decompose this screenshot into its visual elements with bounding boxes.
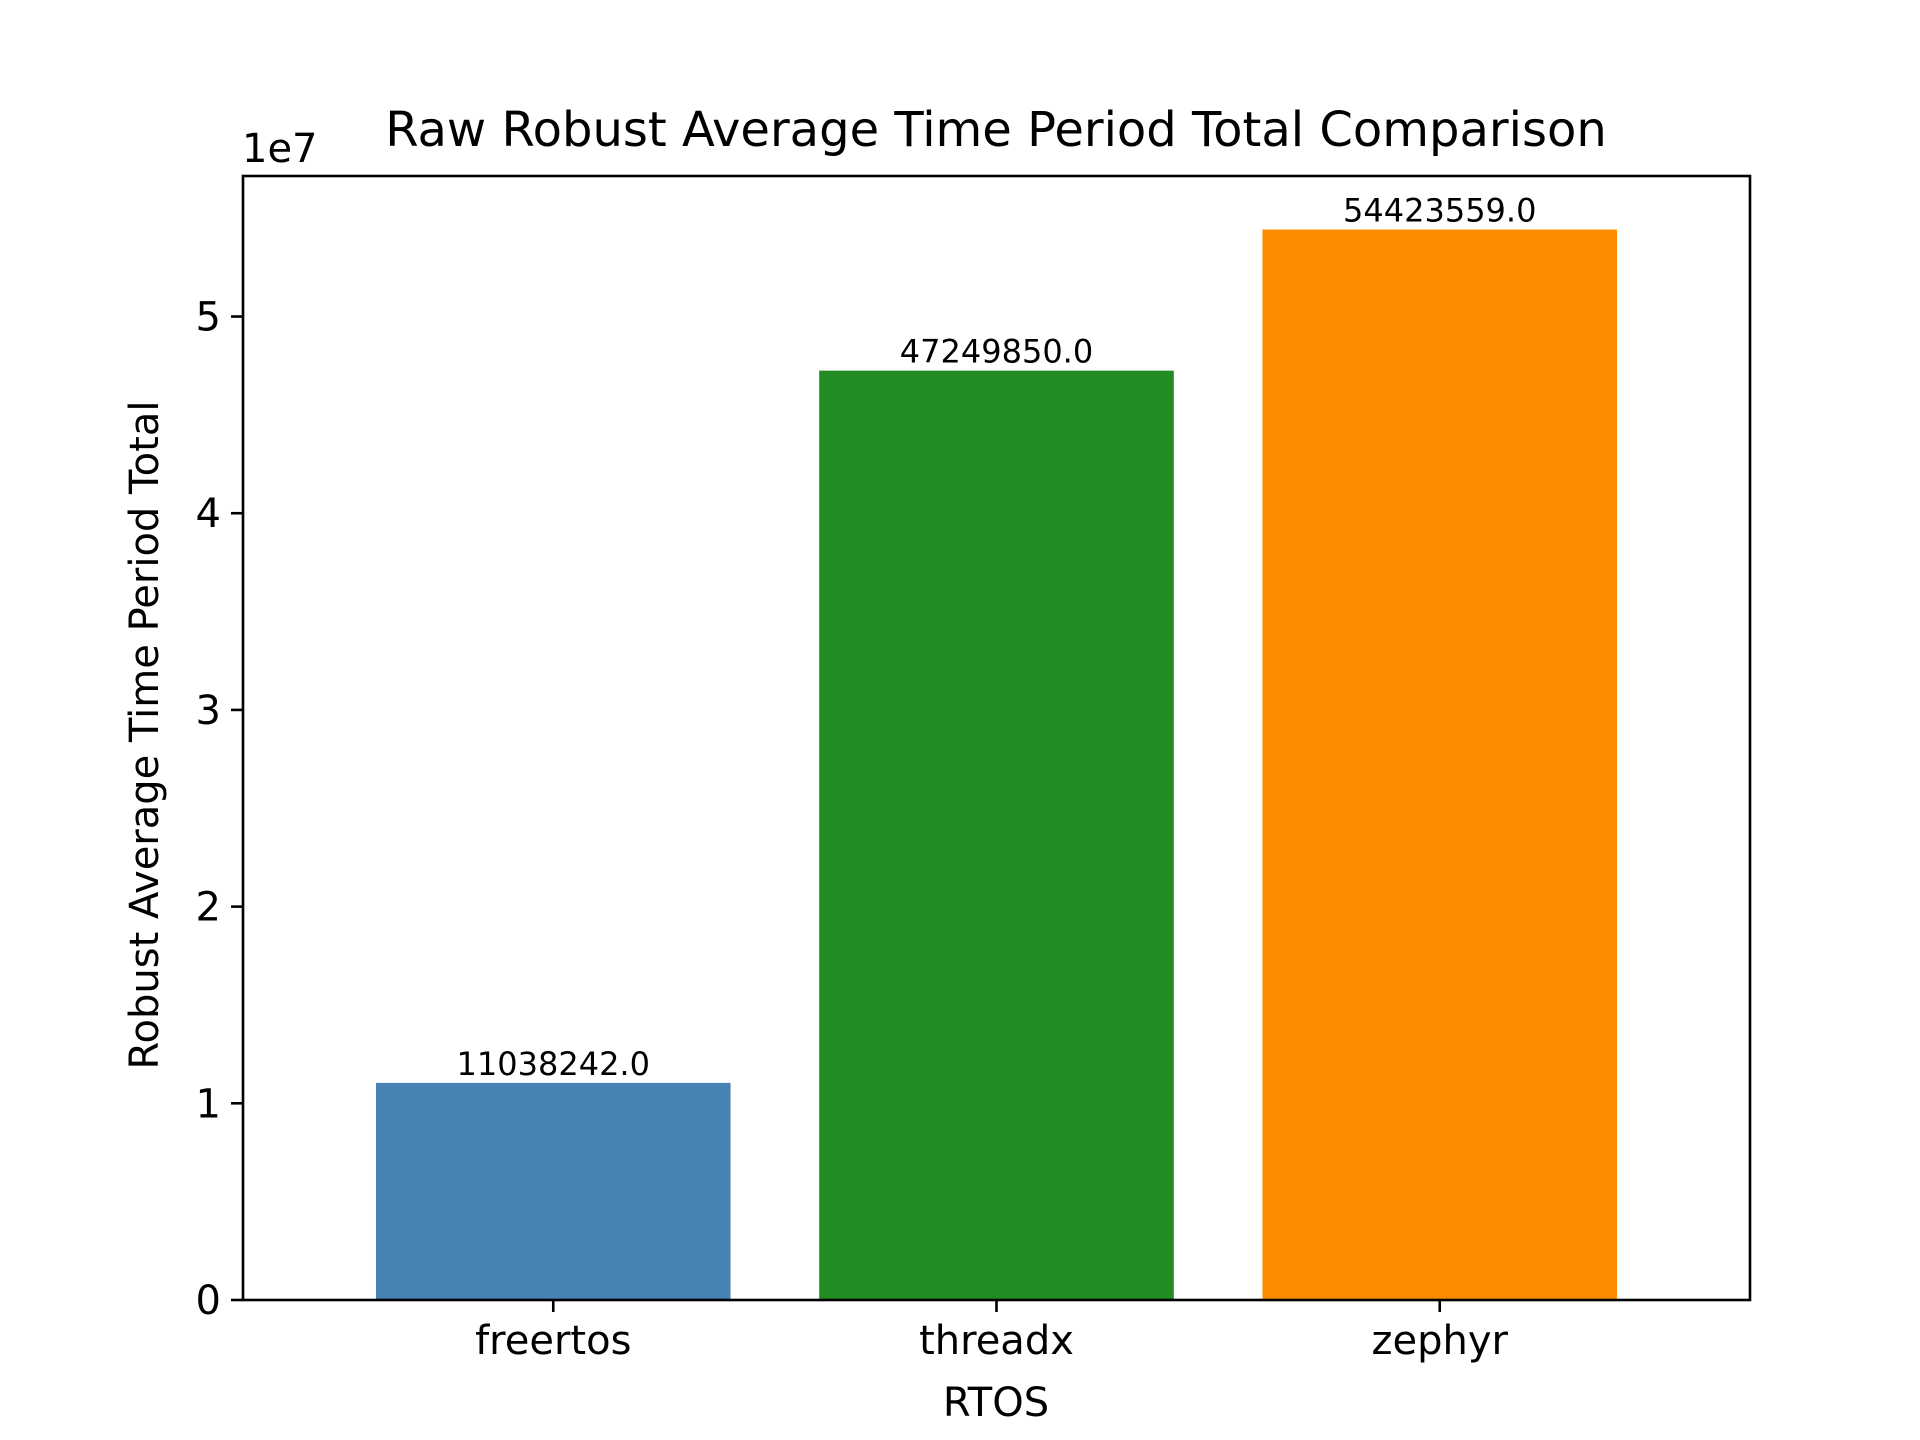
x-tick-label: threadx	[919, 1318, 1074, 1364]
y-tick-label: 3	[196, 688, 221, 734]
y-tick-label: 2	[196, 885, 221, 931]
bar-threadx	[819, 370, 1174, 1300]
value-label-threadx: 47249850.0	[900, 333, 1093, 371]
value-label-freertos: 11038242.0	[457, 1045, 650, 1083]
bars-group	[375, 229, 1618, 1300]
x-tick-label: freertos	[475, 1318, 631, 1364]
y-tick-label: 1	[196, 1081, 221, 1127]
value-labels-group: 11038242.0 47249850.0 54423559.0	[457, 192, 1537, 1083]
y-tick-label: 4	[196, 491, 221, 537]
y-axis-label: Robust Average Time Period Total	[122, 401, 168, 1070]
x-axis-label: RTOS	[943, 1380, 1049, 1426]
value-label-zephyr: 54423559.0	[1343, 192, 1536, 230]
bar-freertos	[375, 1082, 731, 1300]
y-axis-offset-label: 1e7	[242, 126, 318, 172]
x-tick-label: zephyr	[1372, 1318, 1509, 1364]
bar-zephyr	[1262, 229, 1618, 1300]
y-axis-ticks: 0 1 2 3 4 5	[196, 295, 243, 1324]
x-axis-ticks: freertos threadx zephyr	[475, 1300, 1509, 1364]
plot-frame	[241, 174, 1752, 1302]
chart-title: Raw Robust Average Time Period Total Com…	[385, 102, 1607, 158]
y-tick-label: 0	[196, 1278, 221, 1324]
y-tick-label: 5	[196, 295, 221, 341]
